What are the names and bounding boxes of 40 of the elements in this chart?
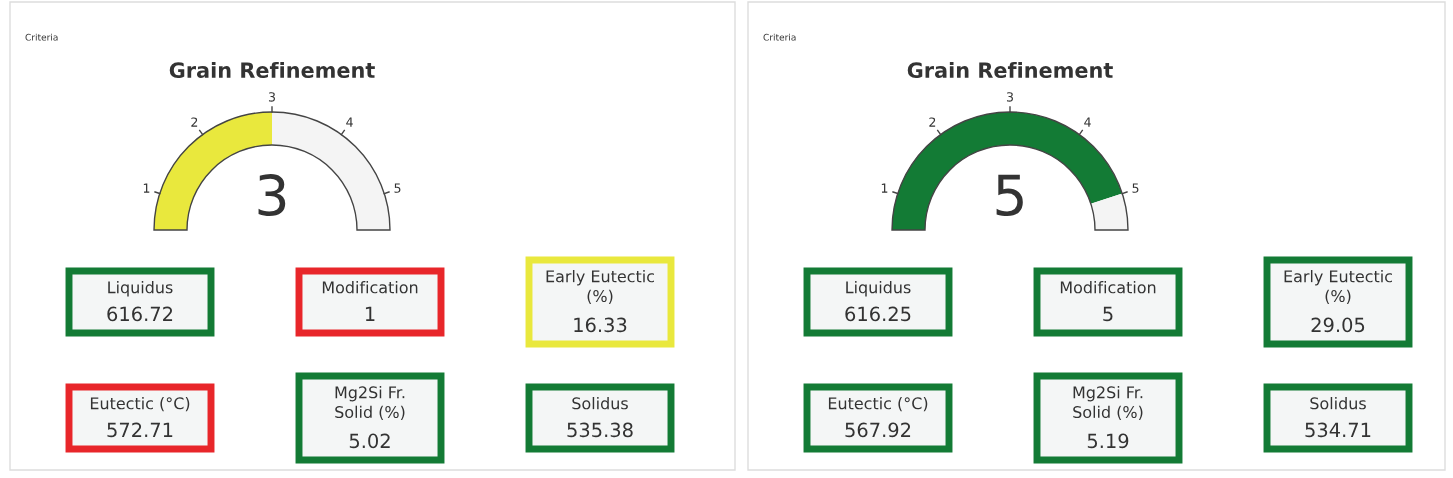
category-label: Mg2Si Fr. Solid (%) xyxy=(335,386,405,420)
text: 4 xyxy=(346,117,353,127)
text: 5 xyxy=(996,174,1023,217)
category-label: Early Eutectic (%) xyxy=(1284,270,1392,304)
text: 3 xyxy=(258,174,286,217)
category-label: Early Eutectic (%) xyxy=(546,270,654,304)
category-label: Mg2Si Fr. Solid (%) xyxy=(1073,386,1143,420)
data-label: 5 xyxy=(1103,306,1113,322)
text: 2 xyxy=(191,117,198,127)
chart-title: Grain Refinement xyxy=(907,61,1113,79)
data-label: 5.19 xyxy=(1087,433,1129,449)
text: 1 xyxy=(143,183,150,193)
text: 1 xyxy=(881,183,888,193)
data-label: 572.71 xyxy=(107,422,173,438)
category-label: Liquidus xyxy=(846,281,911,297)
data-label: 567.92 xyxy=(845,422,911,438)
category-label: Liquidus xyxy=(108,281,173,297)
text: 4 xyxy=(1084,117,1091,127)
text: 2 xyxy=(929,117,936,127)
data-label: 1 xyxy=(365,306,375,321)
data-label: 534.71 xyxy=(1305,422,1371,438)
category-label: Eutectic (°C) xyxy=(90,397,190,412)
category-label: Solidus xyxy=(572,397,628,410)
text: 3 xyxy=(1006,92,1013,102)
data-label: 616.25 xyxy=(845,306,911,322)
data-label: 16.33 xyxy=(574,317,627,333)
category-label: Modification xyxy=(322,281,418,294)
data-label: 5.02 xyxy=(349,433,390,449)
chart-title: Grain Refinement xyxy=(169,61,375,79)
category-label: Solidus xyxy=(1310,397,1366,410)
category-label: Eutectic (°C) xyxy=(828,397,928,412)
text: Criteria xyxy=(25,33,58,41)
text: Criteria xyxy=(763,33,796,41)
text: 5 xyxy=(394,183,401,193)
category-label: Modification xyxy=(1060,281,1156,294)
text: 3 xyxy=(268,92,275,102)
text: 5 xyxy=(1132,183,1139,193)
data-label: 535.38 xyxy=(567,422,633,438)
data-label: 616.72 xyxy=(107,306,173,322)
data-label: 29.05 xyxy=(1311,317,1365,333)
